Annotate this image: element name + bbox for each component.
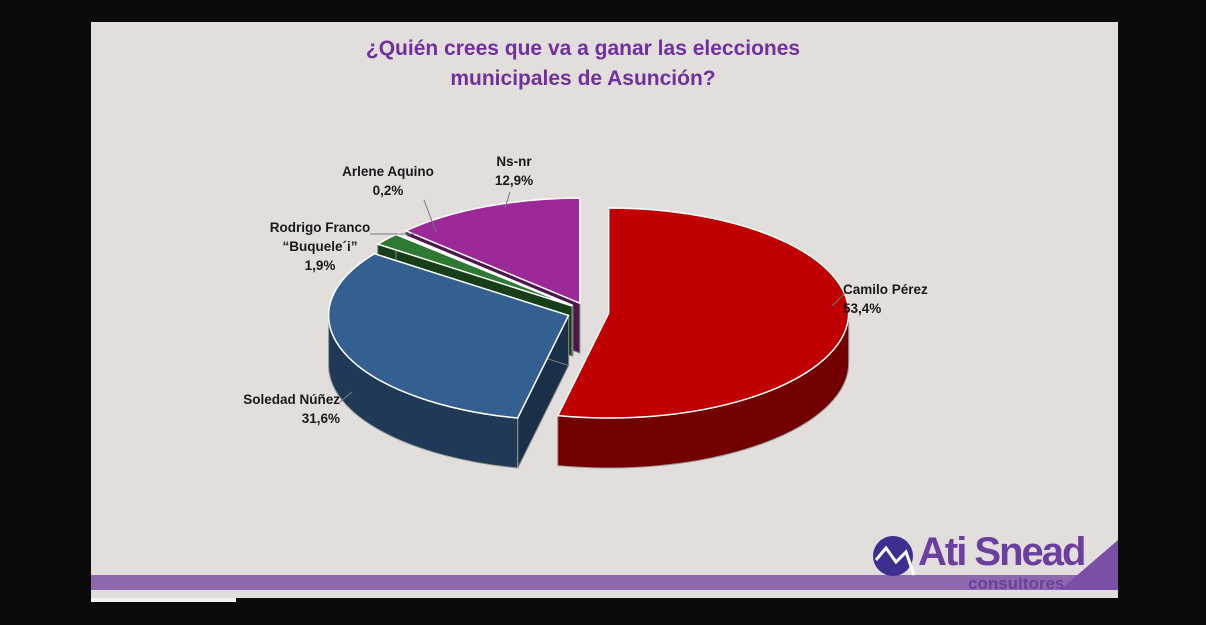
logo-name: Ati Snead [918, 530, 1086, 574]
slice [375, 233, 573, 307]
slice-value: 31,6% [301, 411, 340, 426]
slice-name: Rodrigo Franco “Buquele´i” [269, 220, 371, 254]
slice-label: Ns-nr 12,9% [459, 152, 569, 190]
slice-label: Soledad Núñez 31,6% [190, 390, 340, 428]
slice-label: Rodrigo Franco “Buquele´i” 1,9% [250, 218, 390, 275]
slice-name: Arlene Aquino [342, 164, 434, 179]
corner-mark [1060, 540, 1118, 590]
scroll-strip [91, 598, 236, 602]
chart-panel [91, 22, 1118, 598]
slice-value: 53,4% [843, 301, 882, 316]
slice-value: 0,2% [372, 183, 404, 198]
slice [327, 252, 570, 419]
chart-title: ¿Quién crees que va a ganar las eleccion… [365, 37, 801, 90]
slice-name: Soledad Núñez [243, 392, 340, 407]
logo-tagline: consultores [968, 574, 1065, 593]
leader-line [339, 391, 353, 403]
leader-line [423, 199, 437, 233]
leader-line [831, 291, 847, 307]
slice-name: Camilo Pérez [843, 282, 928, 297]
logo-icon-line [874, 545, 916, 576]
slice [556, 207, 850, 419]
slice-value: 12,9% [494, 173, 534, 188]
slice [404, 197, 581, 305]
slice-value: 1,9% [304, 258, 336, 273]
slice-name: Ns-nr [496, 154, 532, 169]
footer-band [91, 575, 1118, 590]
leader-line [504, 191, 511, 209]
slice-label: Arlene Aquino 0,2% [328, 162, 448, 200]
slice-label: Camilo Pérez 53,4% [843, 280, 953, 318]
